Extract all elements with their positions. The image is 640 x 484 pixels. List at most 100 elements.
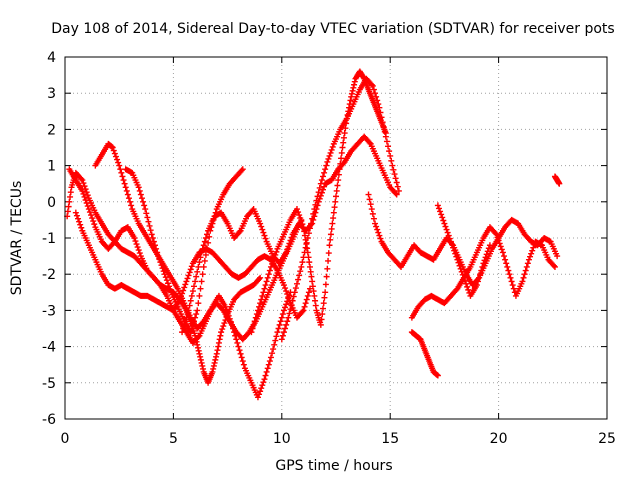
data-point	[219, 326, 226, 333]
data-point	[187, 266, 194, 273]
data-point	[276, 321, 283, 328]
data-point	[147, 227, 154, 234]
data-point	[190, 283, 197, 290]
data-point	[197, 285, 204, 292]
data-point	[254, 394, 261, 401]
data-point	[456, 262, 463, 269]
data-point	[338, 155, 345, 162]
data-point	[460, 274, 467, 281]
data-point	[305, 230, 312, 237]
data-point	[197, 356, 204, 363]
data-point	[493, 231, 500, 238]
data-point	[379, 119, 386, 126]
data-point	[388, 157, 395, 164]
data-point	[198, 359, 205, 366]
data-point	[341, 130, 348, 137]
data-point	[138, 195, 145, 202]
data-point	[323, 273, 330, 280]
data-point	[525, 256, 532, 263]
data-point	[156, 256, 163, 263]
data-point	[325, 257, 332, 264]
data-point	[495, 237, 502, 244]
data-point	[266, 358, 273, 365]
data-point	[297, 215, 304, 222]
data-point	[381, 128, 388, 135]
data-point	[295, 209, 302, 216]
data-point	[266, 267, 273, 274]
data-point	[290, 293, 297, 300]
data-point	[256, 391, 263, 398]
data-point	[509, 282, 516, 289]
data-point	[136, 187, 143, 194]
data-point	[339, 144, 346, 151]
data-point	[262, 372, 269, 379]
x-axis-label: GPS time / hours	[275, 458, 392, 474]
data-point	[473, 282, 480, 289]
series-track-g	[248, 68, 389, 336]
data-point	[284, 291, 291, 298]
data-point	[327, 149, 334, 156]
data-point	[222, 303, 229, 310]
series-track-h	[278, 75, 402, 343]
data-point	[278, 314, 285, 321]
data-point	[451, 247, 458, 254]
data-point	[292, 285, 299, 292]
data-point	[310, 210, 317, 217]
y-tick-label: 2	[47, 122, 56, 138]
data-point	[154, 249, 161, 256]
data-point	[166, 283, 173, 290]
data-point	[258, 296, 265, 303]
data-point	[271, 254, 278, 261]
data-point	[278, 336, 285, 343]
data-point	[269, 350, 276, 357]
data-point	[195, 347, 202, 354]
data-point	[505, 267, 512, 274]
data-point	[89, 215, 96, 222]
data-point	[270, 257, 277, 264]
data-point	[465, 286, 472, 293]
data-point	[260, 289, 267, 296]
data-point	[554, 253, 561, 260]
data-point	[264, 274, 271, 281]
data-point	[317, 180, 324, 187]
data-point	[181, 321, 188, 328]
data-point	[259, 292, 266, 299]
data-point	[279, 311, 286, 318]
data-point	[119, 173, 126, 180]
data-point	[140, 198, 147, 205]
x-tick-label: 25	[598, 431, 616, 447]
data-point	[306, 263, 313, 270]
data-point	[485, 245, 492, 252]
data-point	[285, 314, 292, 321]
data-point	[307, 268, 314, 275]
data-point	[188, 325, 195, 332]
data-point	[209, 368, 216, 375]
data-point	[81, 183, 88, 190]
data-point	[274, 329, 281, 336]
data-point	[322, 166, 329, 173]
data-point	[376, 104, 383, 111]
data-point	[193, 311, 200, 318]
x-tick-label: 10	[273, 431, 291, 447]
series-track-k	[408, 329, 441, 379]
data-point	[368, 206, 375, 213]
data-point	[155, 253, 162, 260]
data-point	[245, 330, 252, 337]
data-point	[375, 229, 382, 236]
data-point	[210, 365, 217, 372]
y-tick-label: 4	[47, 50, 56, 66]
data-point	[84, 203, 91, 210]
data-point	[504, 263, 511, 270]
data-point	[282, 304, 289, 311]
data-point	[328, 225, 335, 232]
data-point	[202, 251, 209, 258]
data-point	[374, 97, 381, 104]
data-point	[311, 206, 318, 213]
data-point	[182, 318, 189, 325]
data-point	[83, 200, 90, 207]
data-point	[134, 244, 141, 251]
data-point	[310, 216, 317, 223]
data-points	[64, 68, 563, 401]
data-point	[197, 353, 204, 360]
data-point	[141, 202, 148, 209]
